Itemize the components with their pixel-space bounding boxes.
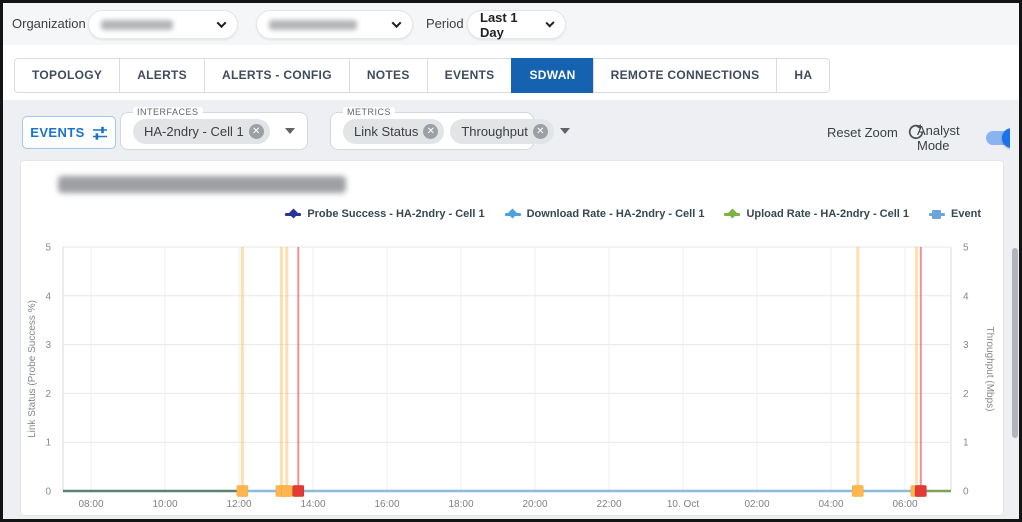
svg-text:22:00: 22:00 xyxy=(596,499,621,510)
top-bar: Organization Period Last 1 Day xyxy=(3,3,1019,45)
legend-line-marker-icon xyxy=(285,208,302,219)
chart-card: Probe Success - HA-2ndry - Cell 1 Downlo… xyxy=(20,160,1004,516)
svg-text:3: 3 xyxy=(963,340,969,351)
legend-line-marker-icon xyxy=(504,208,521,219)
scrollbar-thumb[interactable] xyxy=(1012,248,1018,438)
metrics-select[interactable]: METRICS Link Status ✕ Throughput ✕ xyxy=(330,107,570,150)
tab-notes[interactable]: NOTES xyxy=(348,58,428,93)
chip-remove-icon[interactable]: ✕ xyxy=(532,123,548,139)
svg-text:12:00: 12:00 xyxy=(226,499,251,510)
metric-chip-link-status[interactable]: Link Status ✕ xyxy=(343,118,445,144)
reset-zoom-icon xyxy=(908,124,923,140)
tab-topology[interactable]: TOPOLOGY xyxy=(14,58,121,93)
svg-text:Link Status (Probe Success %): Link Status (Probe Success %) xyxy=(27,300,38,438)
device-select-redacted-value xyxy=(269,19,357,30)
period-label: Period xyxy=(426,16,464,31)
interface-chip-label: HA-2ndry - Cell 1 xyxy=(144,123,244,139)
tab-events[interactable]: EVENTS xyxy=(426,58,513,93)
svg-text:04:00: 04:00 xyxy=(818,499,843,510)
timeseries-chart[interactable]: 0 0 1 1 2 2 3 3 4 4 5 5 08:00 10:00 12:00 14:00 16:00 18:… xyxy=(21,161,1005,517)
legend-item-probe-success[interactable]: Probe Success - HA-2ndry - Cell 1 xyxy=(285,208,485,220)
chart-title-redacted xyxy=(58,176,346,193)
svg-text:20:00: 20:00 xyxy=(522,499,547,510)
period-select-value: Last 1 Day xyxy=(480,9,518,40)
dropdown-arrow-icon[interactable] xyxy=(285,128,295,134)
scrollbar-track xyxy=(1010,100,1019,519)
reset-zoom-button[interactable]: Reset Zoom xyxy=(827,123,925,141)
chip-remove-icon[interactable]: ✕ xyxy=(248,123,264,139)
events-filter-button-label: EVENTS xyxy=(30,125,85,140)
legend-item-event[interactable]: Event xyxy=(929,208,981,220)
chip-remove-icon[interactable]: ✕ xyxy=(423,123,439,139)
organization-label: Organization xyxy=(12,16,86,31)
svg-text:14:00: 14:00 xyxy=(300,499,325,510)
tab-bar: TOPOLOGY ALERTS ALERTS - CONFIG NOTES EV… xyxy=(3,45,1019,100)
svg-text:5: 5 xyxy=(45,243,51,254)
legend-label: Event xyxy=(951,208,981,220)
legend-line-marker-icon xyxy=(724,208,741,219)
analyst-mode-control: Analyst Mode xyxy=(917,123,1019,153)
legend-label: Probe Success - HA-2ndry - Cell 1 xyxy=(307,208,485,220)
chevron-down-icon xyxy=(391,18,402,29)
svg-text:0: 0 xyxy=(45,487,51,498)
chart-legend: Probe Success - HA-2ndry - Cell 1 Downlo… xyxy=(285,208,981,220)
metric-chip-label: Throughput xyxy=(461,123,528,139)
svg-text:06:00: 06:00 xyxy=(892,499,917,510)
interfaces-select-label: INTERFACES xyxy=(133,107,203,117)
svg-text:3: 3 xyxy=(45,340,51,351)
reset-zoom-label: Reset Zoom xyxy=(827,124,898,140)
metric-chip-label: Link Status xyxy=(354,123,419,139)
svg-text:2: 2 xyxy=(45,389,51,400)
events-filter-button[interactable]: EVENTS xyxy=(22,116,116,149)
tab-remote-connections[interactable]: REMOTE CONNECTIONS xyxy=(592,58,778,93)
svg-text:4: 4 xyxy=(963,291,969,302)
dropdown-arrow-icon[interactable] xyxy=(559,128,570,134)
legend-square-marker-icon xyxy=(929,209,946,219)
svg-text:16:00: 16:00 xyxy=(374,499,399,510)
tabs: TOPOLOGY ALERTS ALERTS - CONFIG NOTES EV… xyxy=(14,58,831,93)
svg-text:10:00: 10:00 xyxy=(152,499,177,510)
svg-text:08:00: 08:00 xyxy=(78,499,103,510)
interfaces-select[interactable]: INTERFACES HA-2ndry - Cell 1 ✕ xyxy=(120,107,308,150)
svg-text:Throughput (Mbps): Throughput (Mbps) xyxy=(984,326,995,411)
svg-text:18:00: 18:00 xyxy=(448,499,473,510)
tune-icon xyxy=(92,126,107,140)
interface-chip[interactable]: HA-2ndry - Cell 1 ✕ xyxy=(133,118,270,144)
tab-ha[interactable]: HA xyxy=(776,58,831,93)
sdwan-panel: EVENTS INTERFACES HA-2ndry - Cell 1 ✕ ME… xyxy=(3,100,1019,519)
svg-text:0: 0 xyxy=(963,487,969,498)
tab-sdwan[interactable]: SDWAN xyxy=(511,58,594,93)
organization-select-redacted-value xyxy=(101,19,173,30)
metrics-select-label: METRICS xyxy=(343,107,395,117)
legend-label: Download Rate - HA-2ndry - Cell 1 xyxy=(526,208,705,220)
organization-select[interactable] xyxy=(88,10,238,39)
tab-alerts-config[interactable]: ALERTS - CONFIG xyxy=(204,58,350,93)
svg-text:5: 5 xyxy=(963,243,969,254)
chevron-down-icon xyxy=(216,18,227,29)
svg-text:1: 1 xyxy=(963,438,969,449)
period-select[interactable]: Last 1 Day xyxy=(467,9,566,40)
svg-text:1: 1 xyxy=(45,438,51,449)
svg-text:4: 4 xyxy=(45,291,51,302)
legend-label: Upload Rate - HA-2ndry - Cell 1 xyxy=(746,208,910,220)
device-select[interactable] xyxy=(256,10,413,39)
svg-text:10. Oct: 10. Oct xyxy=(667,499,699,510)
metric-chip-throughput[interactable]: Throughput ✕ xyxy=(450,118,554,144)
chevron-down-icon xyxy=(545,18,555,28)
legend-item-download-rate[interactable]: Download Rate - HA-2ndry - Cell 1 xyxy=(504,208,705,220)
tab-alerts[interactable]: ALERTS xyxy=(119,58,205,93)
svg-text:2: 2 xyxy=(963,389,969,400)
analyst-mode-label: Analyst Mode xyxy=(917,123,960,153)
legend-item-upload-rate[interactable]: Upload Rate - HA-2ndry - Cell 1 xyxy=(724,208,909,220)
svg-text:02:00: 02:00 xyxy=(744,499,769,510)
